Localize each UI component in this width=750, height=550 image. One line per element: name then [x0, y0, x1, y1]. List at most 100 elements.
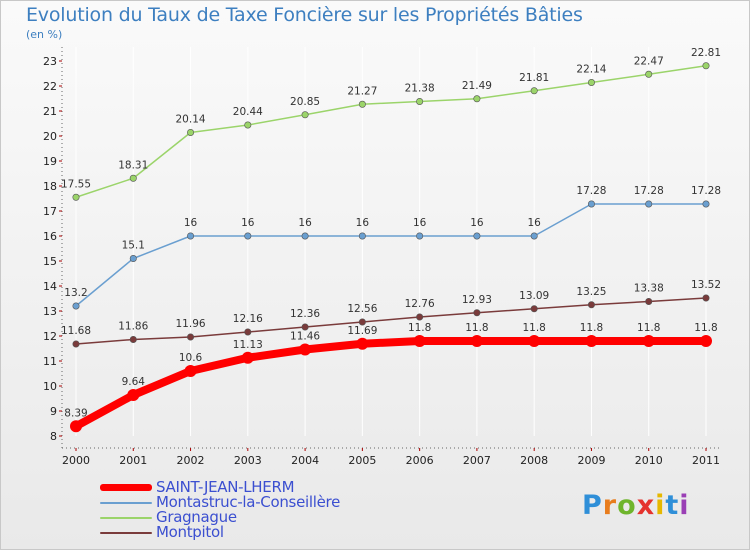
series-line — [75, 65, 707, 198]
data-label: 20.14 — [176, 114, 206, 126]
data-label: 20.85 — [290, 96, 320, 108]
data-point — [642, 335, 655, 347]
data-point — [244, 121, 252, 129]
legend-swatch — [100, 517, 152, 519]
data-label: 11.69 — [347, 325, 377, 337]
data-label: 13.25 — [576, 286, 606, 298]
data-label: 11.8 — [465, 322, 488, 334]
data-point — [413, 335, 426, 347]
y-tick-label: 14 — [43, 280, 57, 293]
data-label: 17.28 — [691, 185, 721, 197]
data-label: 16 — [298, 217, 312, 229]
x-tick-label: 2006 — [406, 454, 434, 467]
data-point — [72, 193, 80, 201]
data-point — [645, 200, 653, 208]
data-point — [358, 318, 366, 326]
data-point — [187, 129, 195, 137]
data-point — [473, 95, 481, 103]
logo-letter: P — [582, 490, 603, 521]
data-label: 21.81 — [519, 72, 549, 84]
data-label: 11.96 — [176, 318, 206, 330]
data-point — [72, 302, 80, 310]
data-label: 13.09 — [519, 290, 549, 302]
logo-letter: o — [617, 490, 637, 521]
legend-swatch — [100, 532, 152, 534]
data-labels: 17.55 18.31 20.14 20.44 20.85 21.27 21.38 21.49… — [61, 47, 721, 420]
data-point — [299, 343, 312, 356]
y-tick-label: 10 — [43, 380, 57, 393]
data-point — [129, 174, 137, 182]
y-tick-label: 20 — [43, 130, 57, 143]
x-tick-label: 2009 — [577, 454, 605, 467]
legend-swatch — [100, 484, 152, 491]
data-point — [356, 337, 369, 350]
data-point — [473, 309, 481, 317]
data-point — [301, 232, 309, 240]
y-tick-label: 17 — [43, 205, 57, 218]
data-label: 22.81 — [691, 47, 721, 59]
data-label: 12.56 — [347, 303, 377, 315]
data-point — [187, 232, 195, 240]
logo-letter: t — [665, 490, 680, 521]
data-label: 11.68 — [61, 325, 91, 337]
x-tick-label: 2011 — [692, 454, 720, 467]
data-point — [241, 351, 254, 364]
data-label: 16 — [527, 217, 541, 229]
data-label: 17.55 — [61, 178, 91, 190]
y-tick-label: 12 — [43, 330, 57, 343]
data-point — [645, 297, 653, 305]
legend-label: Montastruc-la-Conseillère — [156, 493, 340, 511]
data-label: 13.38 — [634, 283, 664, 295]
data-point — [127, 389, 140, 401]
x-tick-label: 2001 — [119, 454, 147, 467]
x-tick-label: 2007 — [463, 454, 491, 467]
data-point — [702, 200, 710, 208]
series-line — [72, 337, 710, 431]
data-label: 20.44 — [233, 106, 263, 118]
legend-swatch — [100, 502, 152, 504]
data-label: 16 — [184, 217, 198, 229]
data-label: 16 — [356, 217, 370, 229]
y-tick-label: 16 — [43, 230, 57, 243]
data-point — [184, 365, 197, 377]
data-label: 11.8 — [522, 322, 545, 334]
data-point — [702, 62, 710, 70]
data-point — [301, 323, 309, 331]
x-tick-label: 2004 — [291, 454, 319, 467]
legend-label: SAINT-JEAN-LHERM — [156, 478, 295, 496]
data-label: 8.39 — [64, 407, 87, 419]
x-tick-label: 2010 — [635, 454, 663, 467]
data-label: 11.8 — [580, 322, 603, 334]
data-point — [416, 232, 424, 240]
data-point — [530, 87, 538, 95]
data-point — [587, 200, 595, 208]
data-label: 16 — [470, 217, 484, 229]
data-point — [301, 111, 309, 119]
data-label: 21.38 — [405, 83, 435, 95]
data-point — [416, 313, 424, 321]
x-tick-label: 2002 — [177, 454, 205, 467]
series-line — [75, 203, 707, 307]
data-label: 11.46 — [290, 331, 320, 343]
data-label: 11.13 — [233, 339, 263, 351]
logo-letter: r — [602, 490, 618, 521]
data-point — [358, 100, 366, 108]
data-label: 15.1 — [122, 240, 145, 252]
logo-letter: i — [655, 490, 666, 521]
y-tick-label: 9 — [50, 405, 57, 418]
axes: 8 9 10 11 12 13 14 15 16 17 18 19 20 21 22 23 2000 2001 20… — [43, 47, 720, 467]
proxiti-logo: Proxiti — [582, 490, 690, 521]
grid-lines — [75, 47, 707, 436]
data-point — [70, 420, 82, 433]
data-label: 22.47 — [634, 55, 664, 67]
data-label: 16 — [413, 217, 427, 229]
data-label: 18.31 — [118, 159, 148, 171]
data-point — [358, 232, 366, 240]
data-point — [585, 335, 598, 347]
data-label: 13.2 — [64, 287, 87, 299]
y-tick-label: 22 — [43, 80, 57, 93]
legend-label: Gragnague — [156, 508, 237, 526]
x-tick-label: 2000 — [62, 454, 90, 467]
